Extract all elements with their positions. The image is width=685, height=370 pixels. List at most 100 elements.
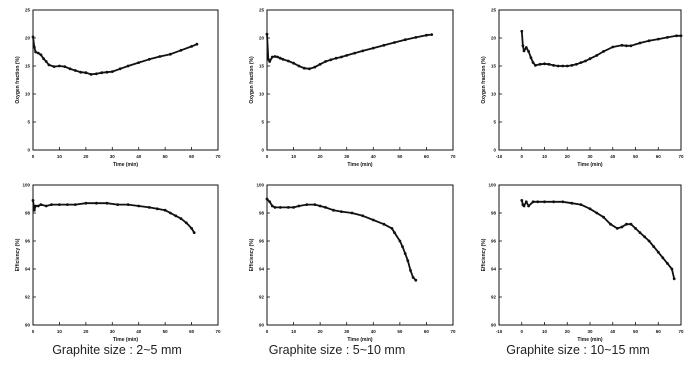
data-point [32,208,36,212]
data-point [84,71,88,75]
data-point [666,36,669,39]
data-point [361,214,365,218]
data-point [595,211,599,215]
plot-frame [498,184,682,326]
y-tick-label: 15 [491,64,497,69]
y-tick-label: 15 [25,64,31,69]
x-tick-label: 30 [587,154,593,159]
x-tick-label: 20 [565,154,571,159]
y-tick-label: 0 [27,148,30,153]
data-point [32,45,36,49]
x-tick-label: 20 [83,154,89,159]
series-line-1 [32,36,198,76]
data-point [382,222,386,226]
series-line-1 [520,199,676,280]
data-point [579,203,583,207]
data-point [588,57,592,61]
data-point [670,267,674,271]
y-tick-label: 5 [493,120,496,125]
data-point [179,217,183,221]
x-tick-label: 20 [318,329,324,334]
data-point [190,227,194,230]
x-tick-label: 0 [520,329,523,334]
data-point [265,32,269,36]
data-point [329,58,333,62]
data-point [292,61,295,65]
x-tick-label: 60 [656,329,662,334]
data-point [371,46,375,50]
y-tick-label: 0 [493,148,496,153]
x-tick-label: 60 [424,154,430,159]
data-point [414,36,418,39]
data-point [638,41,642,45]
x-tick-label: 40 [371,329,377,334]
data-point [611,45,615,49]
data-point [565,64,569,68]
plot-frame [266,184,454,326]
data-point [163,208,167,212]
data-point [672,277,676,281]
data-point [305,203,309,207]
data-point [318,204,322,208]
x-tick-label: 0 [520,154,523,159]
data-point [561,64,565,68]
data-point [324,60,327,63]
data-point [118,67,122,71]
x-tick-label: 60 [424,329,430,334]
x-tick-label: 40 [371,154,377,159]
y-tick-label: 20 [25,36,31,41]
data-point [324,206,327,209]
x-tick-label: 70 [450,329,456,334]
y-tick-label: 96 [259,239,265,244]
y-tick-label: 92 [25,295,31,300]
data-point [556,64,560,68]
data-point [195,42,199,46]
x-tick-label: 10 [291,329,297,334]
x-tick-label: 10 [542,329,548,334]
data-point [313,203,317,207]
data-point [116,203,119,207]
data-point [382,43,386,47]
data-point [625,222,628,226]
x-tick-label: 0 [32,154,35,159]
y-tick-label: 94 [259,267,265,272]
x-tick-label: 10 [57,329,63,334]
data-point [430,33,434,36]
x-tick-label: 50 [633,329,639,334]
data-point [79,70,82,74]
data-point [137,61,141,64]
x-tick-label: 0 [32,329,35,334]
data-point [174,214,178,218]
data-point [634,227,637,230]
data-point [184,221,188,225]
y-tick-label: 94 [491,267,497,272]
y-tick-label: 5 [261,120,264,125]
data-point [95,72,98,76]
data-point [73,203,77,207]
y-axis-label: Oxygen fraction (%) [15,56,21,104]
data-point [520,199,524,202]
y-tick-label: 90 [259,323,265,328]
data-point [50,203,53,207]
data-point [643,235,646,239]
data-point [361,49,365,53]
y-tick-label: 90 [491,323,497,328]
data-point [536,200,540,204]
data-point [595,54,599,57]
data-point [570,201,574,205]
x-tick-label: 50 [397,154,403,159]
data-point [345,54,349,57]
data-point [425,33,428,37]
data-point [95,201,98,205]
x-tick-label: 50 [163,329,169,334]
data-point [398,239,402,243]
data-point [126,64,130,68]
series-line-1 [32,199,196,234]
data-point [679,34,683,38]
data-point [414,278,418,282]
y-tick-label: 25 [25,8,31,13]
data-point [625,44,628,48]
x-tick-label: 30 [344,154,350,159]
plot-frame [32,184,219,326]
